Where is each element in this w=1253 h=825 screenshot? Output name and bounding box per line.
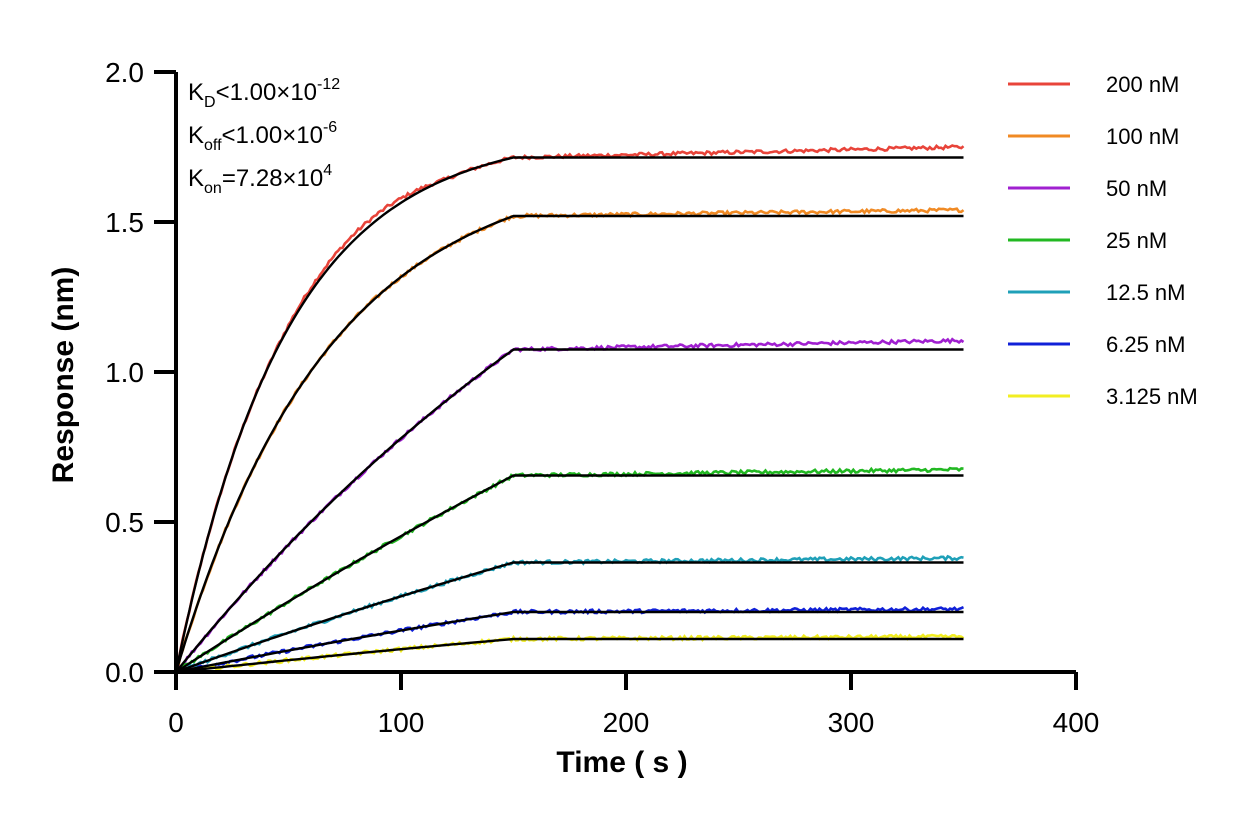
legend-label-6-25-nm: 6.25 nM <box>1106 332 1186 357</box>
y-tick-label: 0.0 <box>105 657 144 688</box>
x-tick-label: 0 <box>168 707 184 738</box>
y-tick-label: 1.5 <box>105 207 144 238</box>
series-line-6-25-nm <box>175 605 964 674</box>
fit-curve-200-nm <box>174 156 964 673</box>
annotation-line: Koff<1.00×10-6 <box>188 119 337 154</box>
series-line-3-125-nm <box>175 633 965 674</box>
series-line-100-nm <box>174 207 965 673</box>
fit-curve-50-nm <box>175 348 964 673</box>
x-tick-label: 400 <box>1053 707 1100 738</box>
x-ticks: 0 100 200 300 400 <box>168 672 1099 738</box>
x-tick-label: 200 <box>603 707 650 738</box>
kinetics-annotations: KD<1.00×10-12 Koff<1.00×10-6 Kon=7.28×104 <box>188 76 340 197</box>
annotation-line: KD<1.00×10-12 <box>188 76 340 111</box>
legend: 200 nM 100 nM 50 nM 25 nM 12.5 nM 6.25 nM 3.12… <box>1008 72 1198 409</box>
legend-label-200-nm: 200 nM <box>1106 72 1179 97</box>
y-ticks: 0.0 0.5 1.0 1.5 2.0 <box>105 57 176 688</box>
fit-curves <box>174 156 964 674</box>
series-line-12-5-nm <box>175 554 964 674</box>
legend-label-100-nm: 100 nM <box>1106 124 1179 149</box>
y-tick-label: 0.5 <box>105 507 144 538</box>
fit-curve-12-5-nm <box>175 561 964 674</box>
annotation-line: Kon=7.28×104 <box>188 162 332 197</box>
x-tick-label: 300 <box>828 707 875 738</box>
fit-curve-25-nm <box>175 474 964 674</box>
legend-label-25-nm: 25 nM <box>1106 228 1167 253</box>
fit-curve-6-25-nm <box>175 610 964 674</box>
legend-label-50-nm: 50 nM <box>1106 176 1167 201</box>
plot-area <box>174 143 965 674</box>
fit-curve-100-nm <box>174 214 964 673</box>
fit-curve-3-125-nm <box>175 637 964 674</box>
x-tick-label: 100 <box>378 707 425 738</box>
y-axis-title: Response (nm) <box>47 267 80 484</box>
y-tick-label: 1.0 <box>105 357 144 388</box>
series-line-50-nm <box>175 337 965 674</box>
series-line-25-nm <box>175 466 964 674</box>
legend-label-3-125-nm: 3.125 nM <box>1106 384 1198 409</box>
series-group <box>174 143 965 674</box>
legend-label-12-5-nm: 12.5 nM <box>1106 280 1186 305</box>
y-tick-label: 2.0 <box>105 57 144 88</box>
x-axis-title: Time ( s ) <box>556 746 687 779</box>
axes: 0 100 200 300 400 0.0 0.5 1.0 1.5 2.0 Time ( s )… <box>47 57 1099 779</box>
series-line-200-nm <box>174 143 965 673</box>
